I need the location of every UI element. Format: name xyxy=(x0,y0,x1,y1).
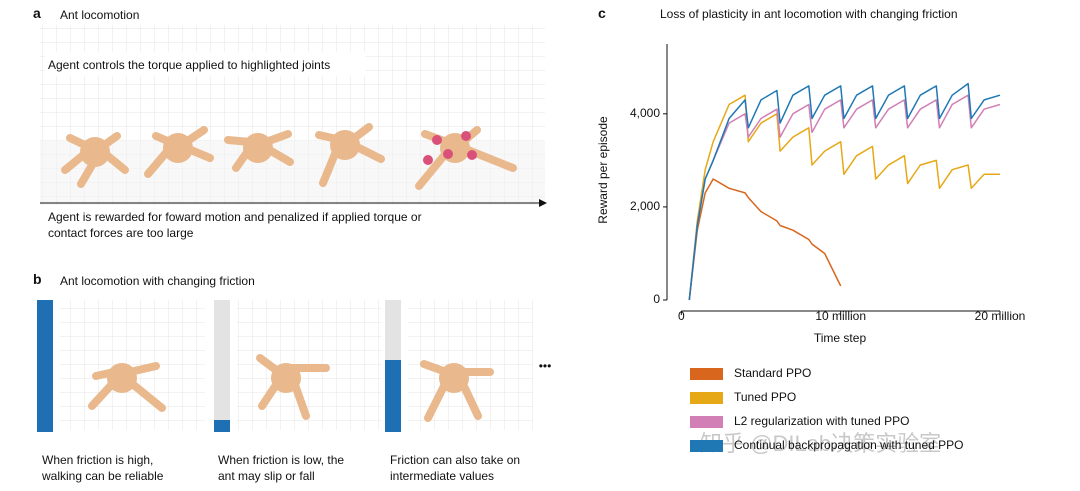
x-tick-label: 0 xyxy=(678,309,685,323)
series-line xyxy=(688,82,1001,301)
y-tick-label: 0 xyxy=(653,292,660,306)
y-tick-label: 2,000 xyxy=(630,199,660,213)
friction-bar xyxy=(37,300,53,432)
chart-title: Loss of plasticity in ant locomotion wit… xyxy=(660,7,958,21)
friction-bar-track xyxy=(214,300,230,432)
y-axis-label: Reward per episode xyxy=(596,116,610,224)
legend-label: L2 regularization with tuned PPO xyxy=(734,414,909,428)
series-line xyxy=(688,178,842,301)
legend-swatch xyxy=(690,368,723,380)
x-tick-label: 10 million xyxy=(815,309,866,323)
annotation: Agent controls the torque applied to hig… xyxy=(48,58,331,72)
annotation: Agent is rewarded for foward motion and … xyxy=(48,210,422,240)
legend-swatch xyxy=(690,392,723,404)
caption: When friction is low, the ant may slip o… xyxy=(218,453,345,483)
legend-swatch xyxy=(690,416,723,428)
panel-title: Ant locomotion with changing friction xyxy=(60,274,255,288)
ants xyxy=(88,354,494,422)
caption: Friction can also take on intermediate v… xyxy=(390,453,521,483)
arrow-head xyxy=(539,199,547,207)
watermark: 知乎 @DILab决策实验室 xyxy=(700,431,941,456)
legend-label: Standard PPO xyxy=(734,366,811,380)
series-line xyxy=(688,94,1000,301)
legend-swatch xyxy=(690,440,723,452)
ants xyxy=(61,123,517,190)
panel-title: Ant locomotion xyxy=(60,8,140,22)
friction-bar xyxy=(214,420,230,432)
legend-label: Tuned PPO xyxy=(734,390,796,404)
panel-label: a xyxy=(33,5,41,21)
panel-label: c xyxy=(598,5,606,21)
legend-label: Continual backpropagation with tuned PPO xyxy=(734,438,963,452)
ellipsis: ••• xyxy=(539,359,552,373)
x-tick-label: 20 million xyxy=(975,309,1026,323)
text-box xyxy=(45,52,365,76)
panel-label: b xyxy=(33,271,42,287)
y-tick-label: 4,000 xyxy=(630,106,660,120)
caption: When friction is high, walking can be re… xyxy=(42,453,164,483)
grid-background xyxy=(60,300,205,430)
x-axis-label: Time step xyxy=(814,331,867,345)
friction-bar xyxy=(385,360,401,432)
series-line xyxy=(688,94,1001,301)
